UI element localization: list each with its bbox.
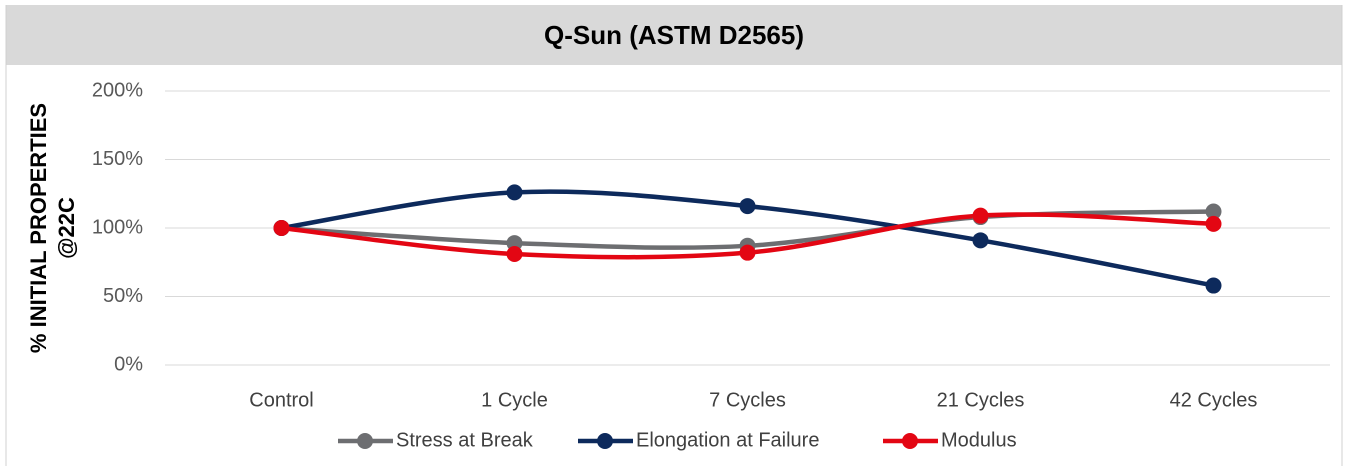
series-marker <box>739 244 756 261</box>
legend-marker <box>357 433 373 449</box>
y-tick-label: 150% <box>92 148 143 170</box>
y-tick-label: 100% <box>92 216 143 238</box>
x-tick-label: 1 Cycle <box>481 389 548 411</box>
series-marker <box>1205 215 1222 232</box>
legend-marker <box>597 433 613 449</box>
legend-label: Stress at Break <box>396 429 534 451</box>
legend-label: Modulus <box>941 429 1017 451</box>
y-tick-label: 0% <box>114 353 143 375</box>
legend-label: Elongation at Failure <box>636 429 819 451</box>
legend-marker <box>902 433 918 449</box>
y-axis-label: % INITIAL PROPERTIES @22C <box>26 103 79 353</box>
x-tick-label: 42 Cycles <box>1170 389 1258 411</box>
y-axis-label-line: % INITIAL PROPERTIES <box>26 103 51 353</box>
series-marker <box>506 184 523 201</box>
x-tick-label: Control <box>249 389 313 411</box>
chart-title: Q-Sun (ASTM D2565) <box>544 20 804 50</box>
y-tick-label: 200% <box>92 79 143 101</box>
series-marker <box>739 198 756 215</box>
series-marker <box>506 235 523 252</box>
title-bar <box>6 5 1342 65</box>
series-marker <box>972 232 989 249</box>
x-tick-label: 21 Cycles <box>937 389 1025 411</box>
series-marker <box>273 220 290 236</box>
series-marker <box>506 246 523 263</box>
y-tick-label: 50% <box>103 285 143 307</box>
y-axis-label-line: @22C <box>54 197 79 259</box>
series-marker <box>972 207 989 224</box>
series-marker <box>1205 203 1222 220</box>
x-tick-label: 7 Cycles <box>709 389 786 411</box>
series-marker <box>1205 277 1222 294</box>
